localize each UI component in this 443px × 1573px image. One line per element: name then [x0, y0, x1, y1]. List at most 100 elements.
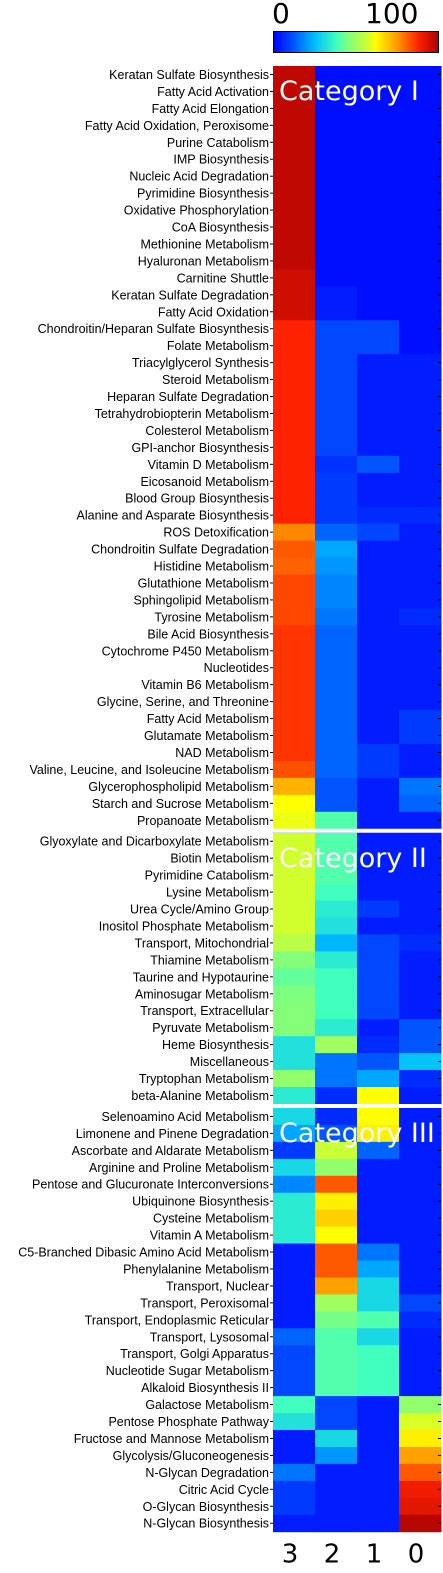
- row-label: Nucleic Acid Degradation: [129, 170, 269, 184]
- heatmap-cell: [399, 1087, 442, 1105]
- row-label: Tyrosine Metabolism: [154, 610, 269, 624]
- heatmap-cell: [273, 269, 316, 287]
- heatmap-cell: [357, 1243, 400, 1261]
- heatmap-cell: [399, 489, 442, 508]
- heatmap-cell: [399, 82, 442, 101]
- heatmap-cell: [399, 1294, 442, 1312]
- heatmap-cell: [273, 1328, 316, 1346]
- heatmap-cell: [399, 900, 442, 918]
- heatmap-cell: [357, 286, 400, 304]
- heatmap-cell: [357, 1053, 400, 1071]
- heatmap-cell: [315, 269, 358, 287]
- heatmap-cell: [357, 269, 400, 287]
- heatmap-cell: [357, 832, 400, 851]
- heatmap-cell: [357, 591, 400, 609]
- heatmap-cell: [399, 917, 442, 935]
- heatmap-cell: [357, 557, 400, 575]
- row-label: Transport, Endoplasmic Reticular: [85, 1313, 269, 1327]
- row-label: C5-Branched Dibasic Amino Acid Metabolis…: [18, 1246, 269, 1260]
- heatmap-cell: [357, 1141, 400, 1160]
- row-label: Transport, Mitochondrial: [135, 936, 269, 950]
- heatmap-cell: [273, 1514, 316, 1533]
- heatmap-cell: [273, 167, 316, 186]
- row-label: Pyrimidine Catabolism: [145, 869, 269, 883]
- column-label: 1: [366, 1540, 383, 1570]
- heatmap-cell: [357, 1379, 400, 1397]
- heatmap-cell: [357, 1345, 400, 1363]
- heatmap-cell: [315, 900, 358, 918]
- heatmap-cell: [315, 1497, 358, 1516]
- heatmap-cell: [273, 1124, 316, 1143]
- heatmap-cell: [315, 472, 358, 491]
- heatmap-cell: [399, 642, 442, 660]
- heatmap-cell: [315, 591, 358, 609]
- heatmap-cell: [399, 1209, 442, 1228]
- row-label: Nucleotide Sugar Metabolism: [106, 1364, 269, 1378]
- heatmap-cell: [399, 201, 442, 220]
- heatmap-cell: [273, 1497, 316, 1516]
- row-label: Oxidative Phosphorylation: [124, 204, 269, 218]
- row-label: N-Glycan Biosynthesis: [143, 1517, 269, 1531]
- heatmap-cell: [357, 760, 400, 779]
- heatmap-cell: [273, 150, 316, 169]
- heatmap-cell: [399, 1277, 442, 1295]
- heatmap-cell: [273, 642, 316, 660]
- row-label: Phenylalanine Metabolism: [123, 1262, 269, 1276]
- heatmap-cell: [399, 1362, 442, 1380]
- heatmap-cell: [315, 849, 358, 868]
- heatmap-cell: [357, 99, 400, 118]
- heatmap-cell: [315, 167, 358, 186]
- heatmap-cell: [273, 1107, 316, 1126]
- row-label: Methionine Metabolism: [140, 237, 269, 251]
- heatmap-cell: [273, 523, 316, 542]
- category-label: Category I: [279, 76, 419, 107]
- row-label: Triacylglycerol Synthesis: [132, 356, 269, 370]
- heatmap-cell: [273, 405, 316, 423]
- heatmap-cell: [315, 252, 358, 270]
- heatmap-cell: [315, 1070, 358, 1088]
- heatmap-cell: [315, 320, 358, 338]
- heatmap-cell: [357, 320, 400, 338]
- row-label: Keratan Sulfate Degradation: [111, 288, 269, 302]
- heatmap-cell: [399, 1345, 442, 1363]
- heatmap-cell: [273, 811, 316, 830]
- row-label: Selenoamino Acid Metabolism: [102, 1110, 269, 1124]
- heatmap-cell: [357, 900, 400, 918]
- row-label: Miscellaneous: [190, 1055, 269, 1069]
- heatmap-cell: [273, 1463, 316, 1482]
- heatmap-cell: [357, 540, 400, 559]
- heatmap-cell: [357, 951, 400, 969]
- heatmap-cell: [315, 1311, 358, 1329]
- heatmap-cell: [273, 760, 316, 779]
- heatmap-cell: [273, 455, 316, 474]
- heatmap-cell: [315, 760, 358, 779]
- heatmap-cell: [273, 883, 316, 902]
- heatmap-cell: [399, 167, 442, 186]
- heatmap-cell: [399, 252, 442, 270]
- heatmap-cell: [273, 421, 316, 440]
- heatmap-cell: [315, 1345, 358, 1363]
- heatmap-cell: [315, 184, 358, 203]
- row-label: Folate Metabolism: [167, 339, 269, 353]
- heatmap-cell: [399, 1053, 442, 1071]
- heatmap-cell: [273, 625, 316, 643]
- heatmap-cell: [315, 1430, 358, 1448]
- heatmap-cell: [357, 608, 400, 626]
- heatmap-cell: [315, 866, 358, 885]
- heatmap-cell: [315, 201, 358, 220]
- heatmap-cell: [399, 1124, 442, 1143]
- heatmap-cell: [273, 218, 316, 236]
- row-label: Pyrimidine Biosynthesis: [137, 187, 269, 201]
- heatmap-cell: [357, 777, 400, 796]
- heatmap-cell: [357, 1446, 400, 1465]
- heatmap-cell: [399, 1480, 442, 1499]
- heatmap-cell: [315, 489, 358, 508]
- heatmap-cell: [315, 286, 358, 304]
- heatmap-cell: [399, 1192, 442, 1211]
- heatmap-cell: [273, 1311, 316, 1329]
- heatmap-cell: [399, 320, 442, 338]
- heatmap-cell: [273, 659, 316, 677]
- heatmap-cell: [357, 1413, 400, 1431]
- heatmap-cell: [315, 1226, 358, 1245]
- row-label: Taurine and Hypotaurine: [133, 970, 269, 984]
